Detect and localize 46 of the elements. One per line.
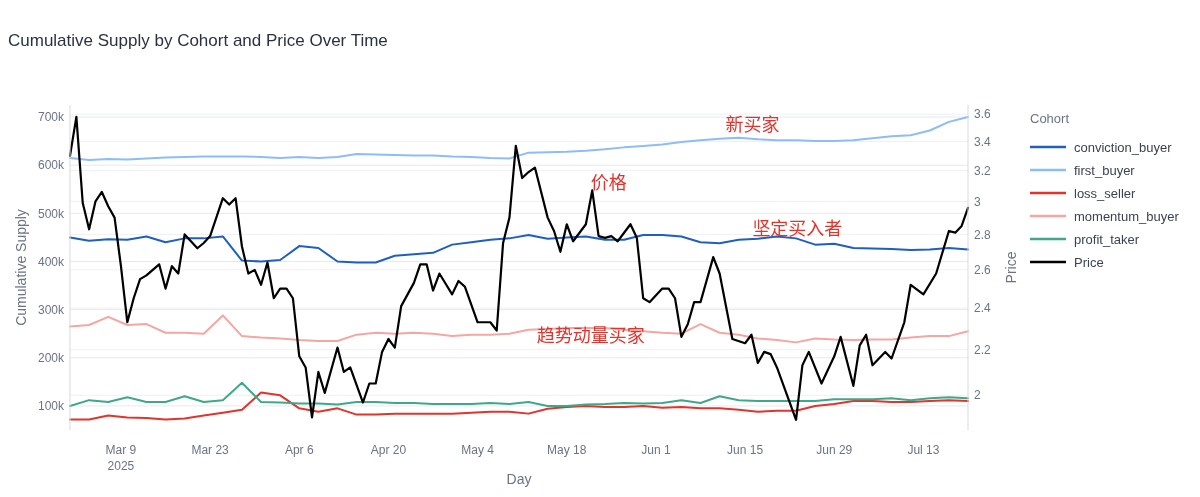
x-tick-label: Mar 9 2025 [105,443,137,473]
x-axis-title: Day [506,471,532,487]
x-tick-label: Jun 29 [816,443,853,457]
y2-tick-label: 2 [974,388,981,403]
y-tick-label: 200k [37,350,65,365]
annotation: 价格 [590,168,627,195]
x-tick-label: May 4 [461,443,495,457]
line-series [69,381,969,407]
x-tick-label: Jun 15 [727,443,764,457]
y-tick-label: 500k [37,206,65,221]
y-tick-label: 300k [37,302,65,317]
legend-label: first_buyer [1074,162,1136,178]
annotation: 坚定买入者 [752,213,843,240]
y2-tick-label: 3.6 [974,107,992,122]
x-tick-label: Jul 13 [907,443,940,457]
legend-title: Cohort [1030,111,1070,126]
y2-tick-label: 3.2 [974,163,992,178]
y2-tick-label: 2.8 [974,227,992,242]
y-tick-label: 100k [37,399,65,414]
y2-axis-title: Price [1003,251,1019,284]
y-axis-title: Cumulative Supply [13,209,29,326]
y-tick-label: 400k [37,254,65,269]
legend-label: conviction_buyer [1074,139,1173,155]
annotation: 趋势动量买家 [536,321,645,348]
y2-tick-label: 3 [974,194,981,209]
x-tick-label: Apr 6 [284,443,314,457]
chart-title: Cumulative Supply by Cohort and Price Over Time [8,31,388,50]
x-tick-label: Mar 23 [191,443,230,457]
annotation: 新买家 [725,109,780,136]
y2-tick-label: 3.4 [974,134,992,149]
line-series [69,314,969,344]
x-tick-label: Apr 20 [370,443,407,457]
legend-label: profit_taker [1074,231,1140,247]
line-series [69,116,969,161]
x-tick-label: Jun 1 [641,443,671,457]
legend-label: Price [1074,254,1104,270]
y2-tick-label: 2.2 [974,342,992,357]
line-series [68,115,970,421]
legend-label: loss_seller [1074,185,1137,201]
legend-label: momentum_buyer [1074,208,1180,224]
y2-tick-label: 2.6 [974,263,992,278]
line-series [69,391,969,421]
x-tick-label: May 18 [547,443,587,457]
y-tick-label: 700k [37,110,65,125]
y-tick-label: 600k [37,158,65,173]
y2-tick-label: 2.4 [974,301,992,316]
